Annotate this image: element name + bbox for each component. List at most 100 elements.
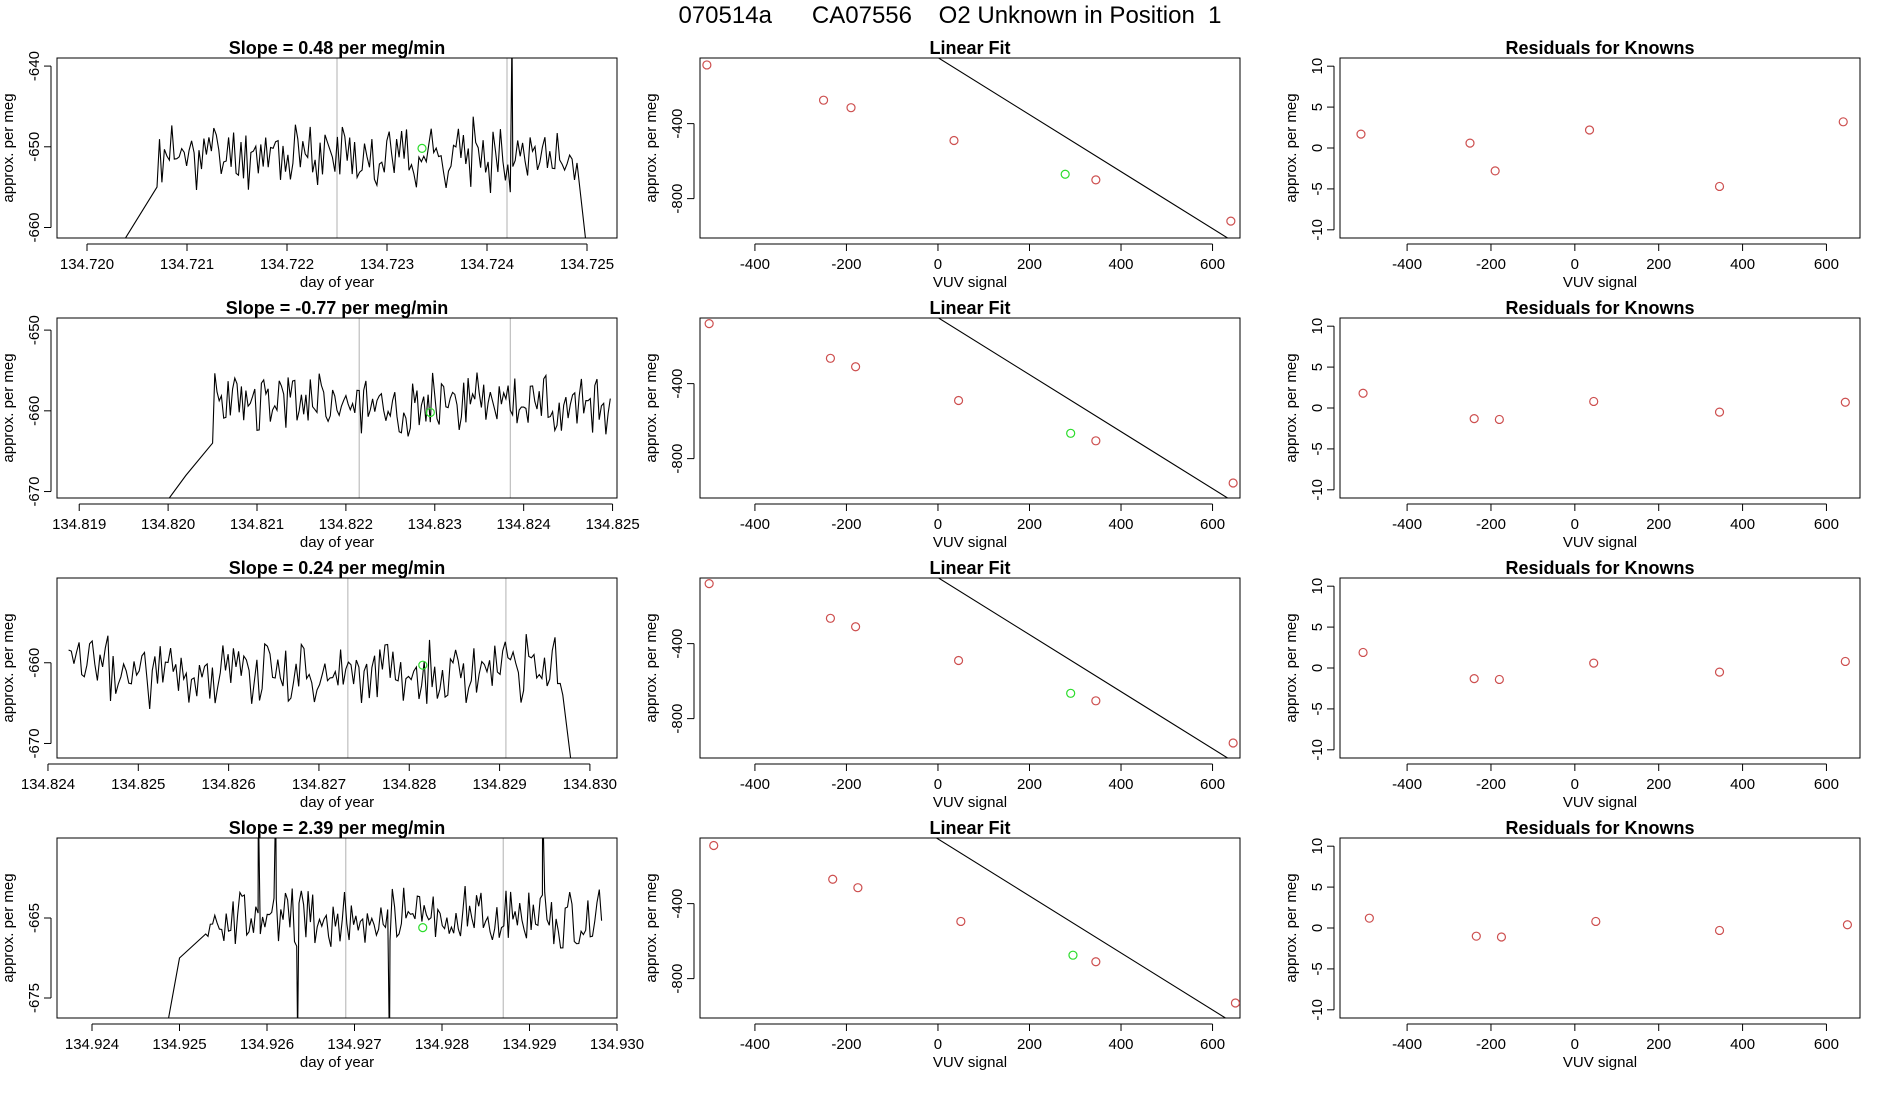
x-tick-label: 600 bbox=[1200, 1036, 1225, 1053]
x-axis-label: VUV signal bbox=[933, 274, 1007, 291]
known-point bbox=[1465, 138, 1475, 148]
x-tick-label: -200 bbox=[831, 776, 861, 793]
known-point bbox=[1228, 738, 1238, 748]
plot-area bbox=[1358, 647, 1850, 685]
x-tick-label: -400 bbox=[740, 1036, 770, 1053]
x-tick-label: 200 bbox=[1646, 776, 1671, 793]
known-point bbox=[1589, 396, 1599, 407]
panel-title: Slope = 0.48 per meg/min bbox=[229, 38, 446, 58]
x-axis-label: day of year bbox=[300, 1054, 374, 1071]
x-tick-label: -200 bbox=[831, 516, 861, 533]
x-tick-label: -200 bbox=[1476, 256, 1506, 273]
unknown-marker bbox=[418, 660, 428, 670]
x-tick-label: 134.824 bbox=[497, 516, 551, 533]
known-point bbox=[1091, 436, 1101, 446]
x-tick-label: -200 bbox=[831, 1036, 861, 1053]
known-point bbox=[1840, 656, 1850, 667]
plot-box bbox=[699, 57, 1241, 239]
known-point bbox=[1714, 667, 1725, 677]
known-point bbox=[1838, 117, 1848, 127]
x-tick-label: 0 bbox=[934, 1036, 942, 1053]
y-axis-label: approx. per meg bbox=[643, 93, 660, 202]
known-point bbox=[1842, 920, 1853, 930]
x-tick-label: -400 bbox=[740, 516, 770, 533]
x-tick-label: -400 bbox=[1392, 776, 1422, 793]
x-axis-label: VUV signal bbox=[1563, 534, 1637, 551]
x-tick-label: 134.825 bbox=[111, 776, 165, 793]
y-tick-label: -5 bbox=[1309, 702, 1326, 715]
x-tick-label: 134.824 bbox=[21, 776, 75, 793]
panel-title: Linear Fit bbox=[929, 818, 1010, 838]
known-point bbox=[953, 655, 964, 666]
x-tick-label: 134.930 bbox=[590, 1036, 644, 1053]
known-point bbox=[1471, 931, 1481, 941]
y-tick-label: -670 bbox=[26, 728, 43, 758]
x-tick-label: -400 bbox=[1392, 516, 1422, 533]
panel-2-1: Linear Fit -400 -200 0 200 400 600 VUV signal -8… bbox=[643, 558, 1241, 811]
known-point bbox=[828, 874, 838, 884]
x-tick-label: 0 bbox=[1571, 1036, 1579, 1053]
known-point bbox=[1714, 407, 1725, 417]
x-tick-label: 600 bbox=[1200, 256, 1225, 273]
plot-box bbox=[1339, 317, 1861, 499]
x-tick-label: 134.723 bbox=[360, 256, 414, 273]
known-point bbox=[1358, 647, 1368, 658]
unknown-marker bbox=[418, 922, 428, 933]
x-axis-label: VUV signal bbox=[1563, 794, 1637, 811]
y-axis-label: approx. per meg bbox=[1283, 353, 1300, 462]
known-point bbox=[818, 95, 829, 105]
y-axis-label: approx. per meg bbox=[0, 93, 17, 202]
known-point bbox=[709, 840, 719, 851]
y-tick-label: -400 bbox=[669, 629, 686, 659]
known-point bbox=[1714, 181, 1725, 192]
x-tick-label: 200 bbox=[1646, 256, 1671, 273]
plot-area bbox=[709, 838, 1240, 1018]
x-tick-label: 200 bbox=[1646, 516, 1671, 533]
panel-title: Linear Fit bbox=[929, 558, 1010, 578]
fit-line bbox=[937, 318, 1229, 498]
panel-title: Residuals for Knowns bbox=[1505, 558, 1694, 578]
y-tick-label: -10 bbox=[1309, 219, 1326, 241]
known-point bbox=[1230, 998, 1240, 1008]
y-tick-label: -670 bbox=[26, 477, 43, 507]
y-tick-label: -650 bbox=[26, 315, 43, 345]
x-tick-label: 134.720 bbox=[60, 256, 114, 273]
x-tick-label: 400 bbox=[1109, 516, 1134, 533]
x-axis-label: day of year bbox=[300, 794, 374, 811]
x-tick-label: 200 bbox=[1017, 1036, 1042, 1053]
x-tick-label: 400 bbox=[1730, 516, 1755, 533]
x-tick-label: 134.823 bbox=[408, 516, 462, 533]
plot-box bbox=[56, 57, 618, 239]
known-point bbox=[1091, 175, 1101, 185]
unknown-point bbox=[1060, 169, 1070, 179]
x-tick-label: 400 bbox=[1730, 776, 1755, 793]
known-point bbox=[704, 579, 714, 589]
known-point bbox=[1358, 388, 1368, 398]
x-tick-label: 600 bbox=[1814, 776, 1839, 793]
panel-2-2: Residuals for Knowns -400 -200 0 200 400 600 VU… bbox=[1283, 558, 1861, 811]
y-tick-label: -400 bbox=[669, 889, 686, 919]
panel-title: Residuals for Knowns bbox=[1505, 38, 1694, 58]
known-point bbox=[1840, 397, 1850, 407]
y-tick-label: 0 bbox=[1309, 144, 1326, 152]
y-axis-label: approx. per meg bbox=[0, 873, 17, 982]
x-tick-label: 134.830 bbox=[563, 776, 617, 793]
known-point bbox=[1714, 925, 1725, 936]
y-tick-label: 0 bbox=[1309, 404, 1326, 412]
plot-area bbox=[704, 578, 1238, 758]
x-tick-label: 134.821 bbox=[230, 516, 284, 533]
y-tick-label: -5 bbox=[1309, 962, 1326, 975]
x-tick-label: 600 bbox=[1814, 516, 1839, 533]
known-point bbox=[1091, 696, 1101, 706]
panel-3-1: Linear Fit -400 -200 0 200 400 600 VUV signal -8… bbox=[643, 818, 1241, 1071]
plot-area bbox=[168, 838, 603, 1018]
panel-1-1: Linear Fit -400 -200 0 200 400 600 VUV signal -8… bbox=[643, 298, 1241, 551]
plot-box bbox=[56, 837, 618, 1019]
plot-area bbox=[124, 58, 587, 238]
y-tick-label: 10 bbox=[1309, 578, 1326, 595]
panel-title: Linear Fit bbox=[929, 38, 1010, 58]
y-tick-label: 10 bbox=[1309, 838, 1326, 855]
panel-1-2: Residuals for Knowns -400 -200 0 200 400 600 VU… bbox=[1283, 298, 1861, 551]
x-tick-label: 134.820 bbox=[141, 516, 195, 533]
